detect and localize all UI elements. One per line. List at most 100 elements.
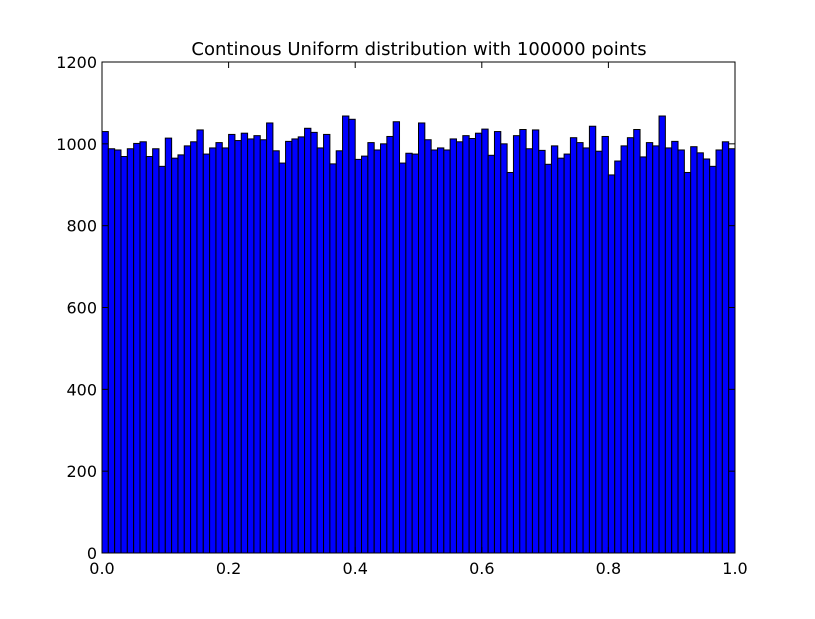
histogram-bar: [418, 122, 426, 554]
histogram-bar: [512, 135, 521, 554]
histogram-bar: [259, 139, 268, 554]
histogram-bar: [348, 118, 356, 554]
histogram-bar: [145, 156, 154, 554]
histogram-bar: [658, 115, 666, 554]
histogram-bar: [304, 127, 312, 554]
histogram-bar: [329, 163, 337, 554]
histogram-bar: [493, 131, 502, 554]
histogram-bar: [709, 165, 717, 554]
histogram-bar: [595, 150, 603, 554]
histogram-bar: [392, 121, 401, 554]
histogram-bar: [215, 142, 223, 554]
histogram-bar: [209, 147, 217, 554]
histogram-bar: [576, 142, 584, 554]
histogram-bar: [569, 137, 578, 554]
histogram-bar: [588, 125, 597, 554]
histogram-bar: [310, 131, 318, 554]
histogram-bar: [190, 141, 198, 554]
histogram-bar: [563, 153, 571, 554]
y-tick-label: 800: [66, 217, 97, 236]
histogram-bar: [449, 138, 457, 554]
histogram-bar: [626, 137, 635, 554]
histogram-bar: [316, 147, 325, 554]
histogram-bar: [607, 174, 616, 554]
histogram-bar: [614, 160, 622, 554]
y-tick-label: 1000: [56, 135, 97, 154]
histogram-bar: [550, 145, 559, 554]
histogram-bar: [152, 148, 160, 554]
histogram-bar: [380, 143, 388, 554]
histogram-bar: [455, 141, 464, 554]
histogram-bar: [367, 142, 375, 554]
histogram-bar: [228, 133, 236, 554]
histogram-bar: [424, 139, 432, 554]
histogram-bar: [285, 140, 293, 554]
histogram-bar: [525, 148, 533, 554]
histogram-bar: [436, 147, 445, 554]
histogram-bar: [683, 171, 692, 554]
histogram-bar: [405, 152, 413, 554]
histogram-bar: [721, 141, 730, 554]
histogram-bar: [183, 145, 192, 554]
histogram-bar: [645, 142, 654, 554]
histogram-bar: [278, 162, 287, 554]
chart-title: Continous Uniform distribution with 1000…: [191, 39, 646, 60]
x-tick-label: 0.2: [216, 559, 241, 578]
histogram-bar: [323, 133, 331, 554]
histogram-bar: [500, 143, 508, 554]
histogram-bar: [677, 149, 685, 554]
histogram-bar: [272, 150, 280, 554]
x-tick-label: 0.8: [596, 559, 621, 578]
histogram-bar: [221, 147, 230, 554]
histogram-bar: [266, 122, 274, 554]
histogram-bar: [253, 135, 261, 554]
histogram-bar: [620, 145, 628, 554]
histogram-bar: [120, 156, 128, 554]
histogram-bar: [696, 152, 704, 554]
histogram-bar: [247, 138, 255, 554]
histogram-bar: [126, 148, 135, 554]
y-tick-label: 0: [87, 544, 97, 563]
histogram-bar: [107, 148, 116, 554]
histogram-bar: [481, 128, 489, 554]
histogram-bar: [690, 146, 698, 554]
histogram-bar: [234, 140, 242, 554]
histogram-bar: [291, 138, 299, 554]
y-tick-label: 1200: [56, 53, 97, 72]
histogram-bar: [342, 115, 350, 554]
histogram-bar: [468, 138, 476, 554]
histogram-bar: [361, 155, 369, 554]
y-tick-label: 600: [66, 299, 97, 318]
histogram-bar: [158, 165, 166, 554]
histogram-bar: [114, 149, 122, 554]
histogram-bar: [164, 137, 173, 554]
x-tick-label: 1.0: [722, 559, 747, 578]
histogram-bar: [487, 154, 495, 554]
histogram-bar: [639, 156, 647, 554]
x-tick-label: 0.6: [469, 559, 494, 578]
histogram-bar: [430, 149, 438, 554]
histogram-bar: [506, 171, 514, 554]
histogram-bar: [671, 140, 679, 554]
bars-group: [101, 115, 736, 554]
histogram-bar: [297, 136, 306, 554]
histogram-bar: [335, 150, 344, 554]
histogram-bar: [715, 149, 723, 554]
histogram-bar: [171, 157, 179, 554]
histogram-bar: [240, 132, 249, 554]
histogram-bar: [728, 148, 736, 554]
histogram-bar: [474, 132, 483, 554]
histogram-bar: [557, 157, 565, 554]
histogram-bar: [202, 153, 211, 554]
x-tick-label: 0.0: [89, 559, 114, 578]
histogram-bar: [462, 135, 470, 554]
x-axis-ticks: 0.0 0.2 0.4 0.6 0.8 1.0: [89, 62, 748, 578]
histogram-bar: [196, 129, 204, 554]
histogram-bar: [538, 149, 546, 554]
histogram-bar: [664, 147, 673, 554]
histogram-bar: [601, 135, 609, 554]
y-tick-label: 400: [66, 380, 97, 399]
histogram-bar: [531, 129, 540, 554]
